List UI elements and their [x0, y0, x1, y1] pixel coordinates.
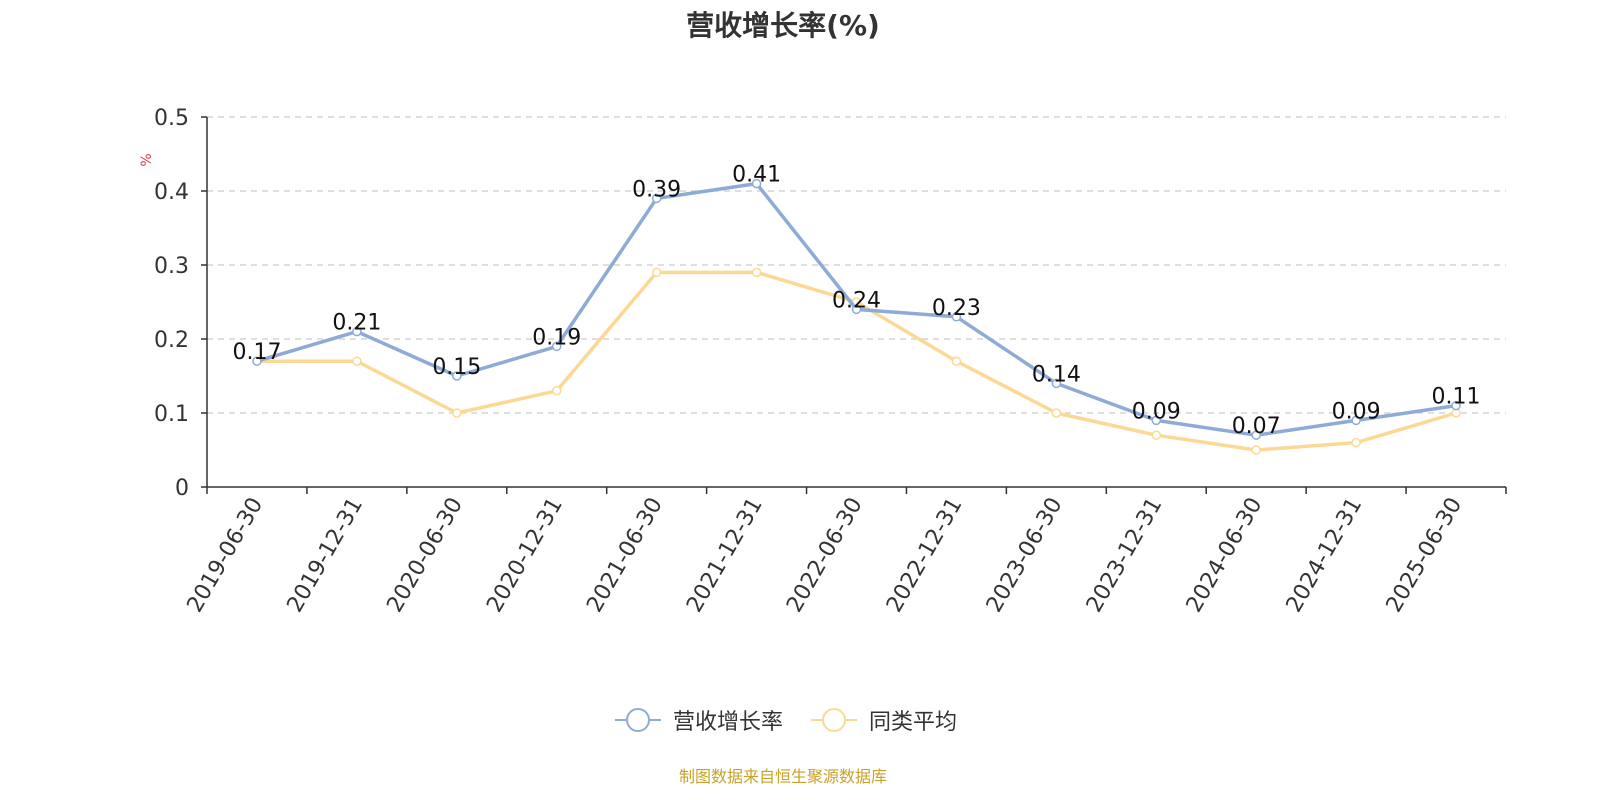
data-label: 0.15: [432, 355, 481, 380]
data-point: [751, 178, 762, 189]
data-label: 0.17: [232, 340, 281, 365]
x-tick-label: 2023-06-30: [982, 494, 1068, 617]
data-point: [1151, 415, 1162, 426]
data-point: [1051, 378, 1062, 389]
y-tick-label: 0: [175, 476, 189, 501]
gridlines: [207, 116, 1506, 414]
data-point: [1451, 400, 1461, 411]
legend-item[interactable]: 同类平均: [809, 704, 957, 736]
y-tick-label: 0.5: [154, 106, 189, 131]
data-label: 0.09: [1132, 399, 1181, 424]
data-point: [1351, 437, 1361, 448]
data-label: 0.39: [632, 177, 681, 202]
data-point: [551, 386, 562, 396]
data-point: [1051, 408, 1062, 418]
data-point: [452, 371, 462, 381]
legend-label: 营收增长率: [672, 710, 783, 735]
data-point: [1251, 430, 1261, 440]
data-labels: 0.17 0.21 0.15 0.19 0.39 0.41 0.24 0.23 0.14 0.09…: [232, 163, 1480, 440]
data-label: 0.07: [1232, 414, 1281, 439]
data-point: [651, 267, 662, 278]
data-label: 0.24: [832, 288, 881, 313]
data-point: [252, 356, 262, 366]
data-point: [352, 326, 362, 337]
data-label: 0.11: [1432, 385, 1481, 410]
x-tick-label: 2019-06-30: [183, 494, 269, 617]
y-tick-label: 0.3: [154, 254, 189, 279]
data-point: [551, 341, 562, 352]
data-label: 0.09: [1332, 399, 1381, 424]
data-label: 0.14: [1032, 362, 1081, 387]
x-tick-label: 2022-12-31: [882, 494, 968, 617]
data-point: [951, 356, 962, 366]
x-tick-label: 2019-12-31: [283, 494, 369, 617]
x-tick-label: 2024-06-30: [1182, 494, 1268, 617]
x-tick-label: 2025-06-30: [1382, 494, 1468, 617]
x-tick-label: 2020-12-31: [482, 494, 568, 617]
y-axis-label: %: [139, 153, 155, 166]
source-note: 制图数据来自恒生聚源数据库: [678, 767, 887, 786]
x-tick-label: 2021-06-30: [582, 494, 668, 617]
data-point: [452, 408, 462, 418]
legend-item[interactable]: 营收增长率: [613, 704, 783, 736]
y-tick-label: 0.2: [154, 328, 189, 353]
x-tick-label: 2023-12-31: [1082, 494, 1168, 617]
legend-line-circle-icon: [811, 708, 857, 732]
legend-label: 同类平均: [869, 710, 958, 735]
data-label: 0.19: [532, 325, 581, 350]
chart-title: 营收增长率(%): [686, 9, 880, 42]
data-point: [751, 267, 762, 278]
data-point: [951, 312, 962, 322]
x-tick-label: 2024-12-31: [1282, 494, 1368, 617]
data-point: [1151, 430, 1162, 440]
x-tick-label: 2022-06-30: [782, 494, 868, 617]
data-point: [1251, 445, 1261, 455]
x-tick-label: 2020-06-30: [382, 494, 468, 617]
data-point: [1351, 415, 1361, 426]
data-label: 0.23: [932, 296, 981, 321]
x-tick-label: 2021-12-31: [682, 494, 768, 617]
data-label: 0.41: [732, 163, 781, 188]
series-lines: [252, 178, 1461, 455]
data-point: [851, 304, 862, 315]
data-point: [651, 193, 662, 204]
y-tick-label: 0.4: [154, 180, 189, 205]
data-point: [352, 356, 362, 366]
legend-line-circle-icon: [614, 708, 661, 732]
legend: 营收增长率 同类平均: [0, 704, 1570, 736]
data-label: 0.21: [332, 311, 381, 336]
y-tick-label: 0.1: [154, 402, 189, 427]
